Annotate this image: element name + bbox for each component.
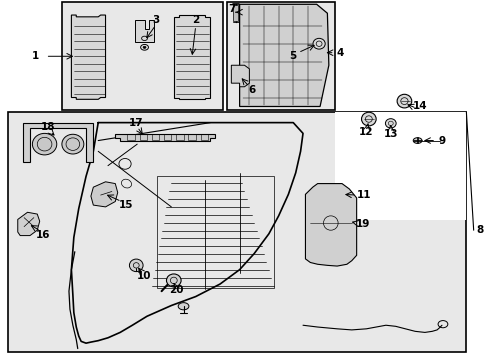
Bar — [152, 134, 159, 140]
Ellipse shape — [129, 259, 143, 272]
Text: 12: 12 — [358, 127, 373, 136]
Polygon shape — [18, 212, 40, 235]
Polygon shape — [173, 15, 210, 99]
Ellipse shape — [361, 112, 375, 126]
Polygon shape — [239, 4, 328, 107]
Text: 18: 18 — [41, 122, 56, 132]
Polygon shape — [135, 21, 154, 42]
Ellipse shape — [412, 138, 421, 143]
Ellipse shape — [178, 303, 188, 310]
Circle shape — [143, 46, 146, 48]
Ellipse shape — [32, 134, 57, 155]
Bar — [176, 134, 183, 140]
Bar — [200, 134, 207, 140]
Bar — [163, 134, 171, 140]
Text: 10: 10 — [136, 271, 150, 281]
Text: 4: 4 — [336, 48, 344, 58]
Bar — [227, 3, 334, 110]
Text: 9: 9 — [438, 136, 445, 145]
Polygon shape — [22, 123, 93, 162]
Polygon shape — [231, 65, 249, 87]
Bar — [127, 134, 135, 140]
Bar — [140, 134, 147, 140]
Text: 13: 13 — [383, 129, 397, 139]
Text: 15: 15 — [119, 200, 134, 210]
Text: 11: 11 — [356, 190, 370, 200]
Ellipse shape — [385, 119, 395, 128]
Text: 1: 1 — [32, 51, 40, 61]
Ellipse shape — [396, 94, 411, 108]
Bar — [61, 3, 222, 110]
Text: 5: 5 — [289, 51, 296, 61]
Text: 19: 19 — [356, 219, 370, 229]
Text: 20: 20 — [169, 285, 183, 295]
Text: 7: 7 — [228, 4, 236, 14]
Text: 16: 16 — [36, 230, 50, 240]
Polygon shape — [71, 15, 105, 99]
Bar — [233, 5, 238, 22]
Ellipse shape — [62, 134, 83, 154]
Bar — [8, 112, 466, 352]
Text: 6: 6 — [248, 85, 255, 95]
Polygon shape — [305, 184, 356, 266]
Bar — [188, 134, 195, 140]
Text: 14: 14 — [412, 102, 427, 112]
Ellipse shape — [334, 189, 346, 199]
Bar — [334, 112, 466, 220]
Ellipse shape — [166, 274, 181, 287]
Text: 3: 3 — [152, 15, 159, 25]
Text: 8: 8 — [475, 225, 482, 235]
Ellipse shape — [312, 39, 325, 49]
Polygon shape — [91, 182, 118, 207]
Text: 2: 2 — [192, 15, 199, 26]
Polygon shape — [115, 134, 215, 140]
Text: 17: 17 — [129, 118, 143, 128]
